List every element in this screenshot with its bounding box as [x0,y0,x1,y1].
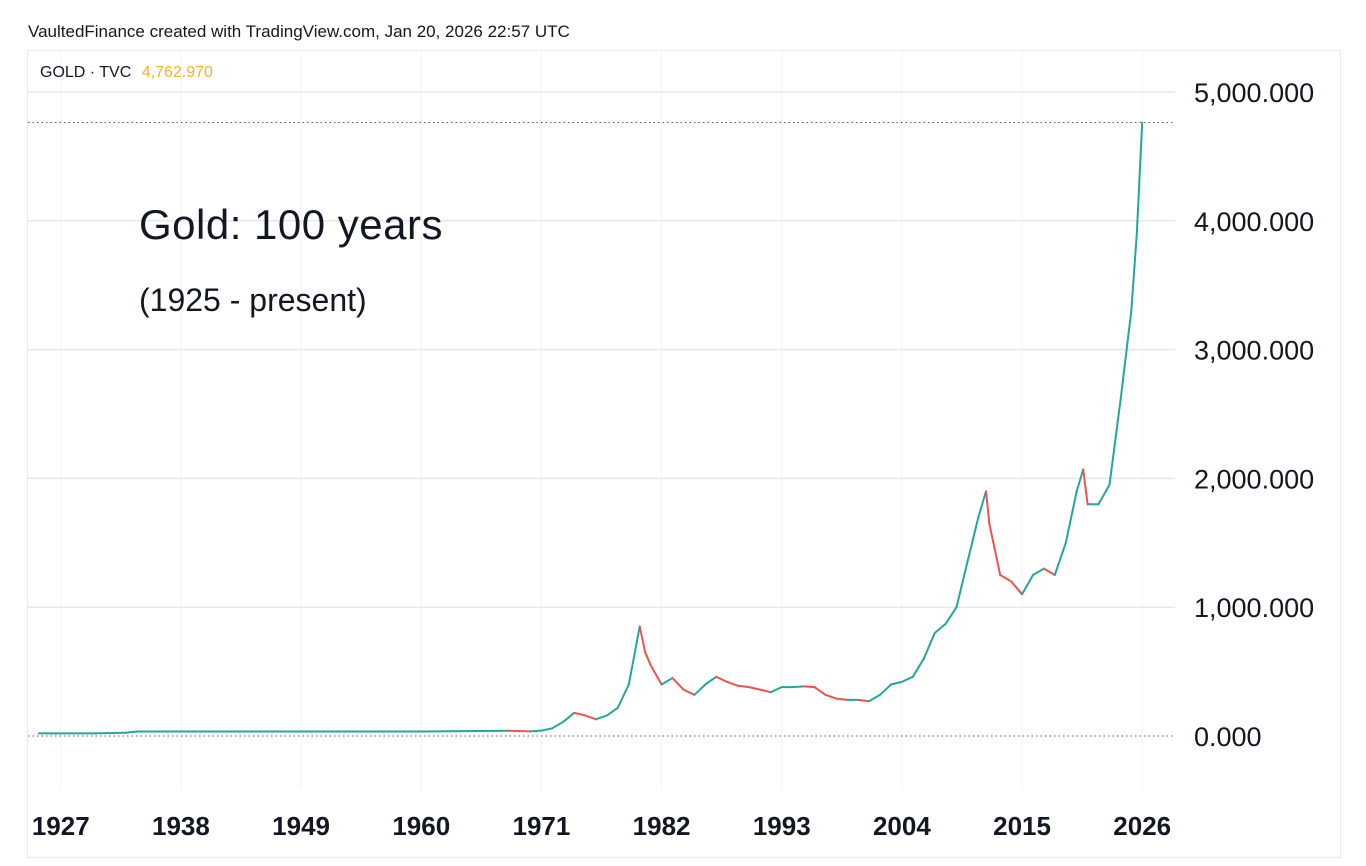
price-segment-55 [1010,580,1024,596]
price-segment-60 [1064,490,1078,544]
price-segment-51 [977,490,987,518]
y-axis-labels: 0.000 1,000.000 2,000.000 3,000.000 4,000.00… [1194,78,1314,752]
price-segment-61 [1075,468,1085,493]
y-tick-label-0: 0.000 [1194,722,1262,752]
price-segment-20 [644,651,652,667]
price-segment-37 [824,693,838,700]
price-segment-52 [985,490,991,525]
price-segment-18 [627,625,641,686]
symbol-legend[interactable]: GOLD · TVC 4,762.970 [40,64,213,82]
price-segment-59 [1053,541,1067,576]
chart-attribution: VaultedFinance created with TradingView.… [28,22,570,41]
x-tick-label-1960: 1960 [392,811,450,841]
x-tick-label-1927: 1927 [32,811,90,841]
price-segment-26 [704,675,718,686]
price-segment-15 [595,714,608,721]
chart-frame [27,50,1341,858]
annotation-title: Gold: 100 years [139,201,444,248]
price-segment-17 [616,683,630,709]
price-segment-58 [1042,567,1056,576]
price-segment-65 [1108,400,1122,486]
price-segment-24 [682,688,696,696]
price-segment-2 [92,731,128,735]
price-segment-9 [529,729,543,733]
y-tick-label-1000: 1,000.000 [1194,593,1314,623]
price-segment-44 [900,675,914,683]
price-segment-38 [835,697,849,701]
price-segment-16 [606,706,619,717]
price-segment-31 [758,688,772,694]
price-segment-43 [890,680,903,686]
price-segment-13 [573,711,587,717]
price-segment-41 [868,693,882,703]
price-segment-49 [955,561,969,609]
price-segment-46 [922,632,936,660]
y-tick-label-5000: 5,000.000 [1194,78,1314,108]
price-segment-35 [802,685,816,689]
price-segment-11 [551,720,565,730]
price-segment-23 [671,677,685,691]
price-segment-36 [813,686,827,696]
price-segment-25 [693,683,707,696]
price-segment-29 [737,684,750,689]
price-segment-40 [857,698,871,703]
price-segment-48 [944,606,958,625]
annotation-subtitle: (1925 - present) [139,282,367,318]
gold-price-series [37,121,1144,735]
x-tick-label-2015: 2015 [993,811,1051,841]
price-segment-54 [999,574,1013,583]
price-segment-14 [584,714,597,721]
grid-lines [28,50,1175,790]
y-tick-label-3000: 3,000.000 [1194,336,1314,366]
price-segment-12 [562,711,576,723]
price-segment-7 [420,729,510,733]
price-segment-21 [649,664,663,686]
x-tick-label-1949: 1949 [272,811,330,841]
price-segment-53 [988,522,1002,576]
x-tick-label-2026: 2026 [1113,811,1171,841]
y-tick-label-4000: 4,000.000 [1194,207,1314,237]
x-tick-label-1938: 1938 [152,811,210,841]
x-tick-label-1993: 1993 [753,811,811,841]
price-segment-10 [540,727,554,732]
price-segment-62 [1082,468,1089,506]
price-segment-57 [1032,567,1045,576]
price-segment-19 [638,625,647,654]
price-segment-27 [715,675,729,683]
price-segment-8 [507,729,532,733]
price-segment-32 [769,686,783,694]
price-segment-42 [879,683,892,696]
price-segment-66 [1119,310,1133,403]
price-segment-28 [726,680,739,687]
x-axis-labels: 1927 1938 1949 1960 1971 1982 1993 2004 2015 2026 [32,811,1171,841]
x-tick-label-2004: 2004 [873,811,931,841]
price-segment-3 [125,730,139,734]
y-tick-label-2000: 2,000.000 [1194,464,1314,494]
x-tick-label-1982: 1982 [633,811,691,841]
price-segment-67 [1130,232,1138,312]
price-segment-50 [966,516,980,564]
price-segment-68 [1135,121,1144,235]
x-tick-label-1971: 1971 [512,811,570,841]
price-segment-47 [933,622,947,634]
symbol-name: GOLD · TVC [40,64,132,81]
price-segment-56 [1021,574,1034,596]
price-segment-45 [911,657,925,678]
price-segment-64 [1097,483,1111,506]
price-segment-34 [791,685,805,689]
last-price: 4,762.970 [141,64,213,81]
price-segment-22 [660,677,674,686]
price-segment-30 [748,686,761,691]
